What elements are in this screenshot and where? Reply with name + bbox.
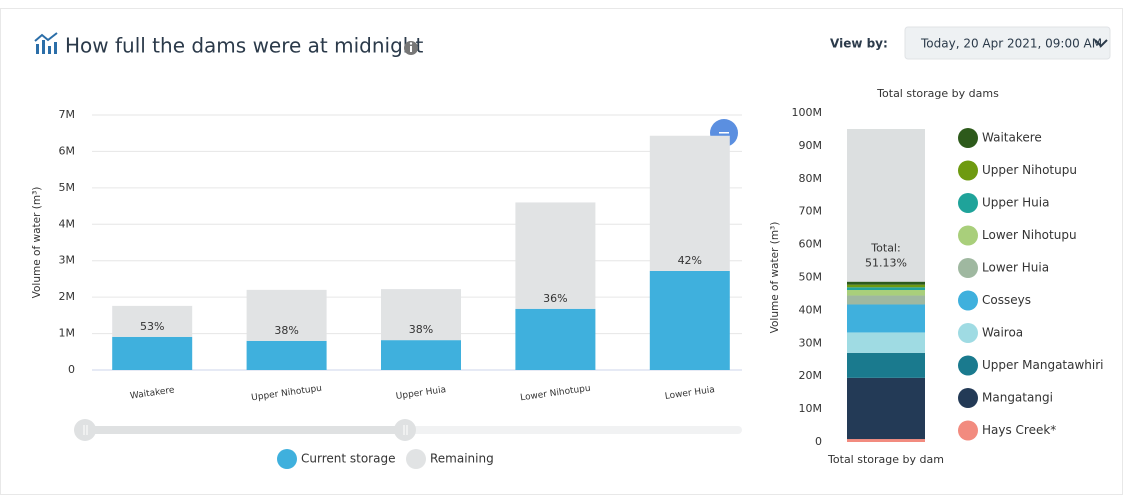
y-tick-label: 7M	[59, 108, 76, 121]
bar-segment	[847, 284, 925, 288]
y-tick-label: 70M	[799, 205, 823, 218]
bar-segment	[847, 332, 925, 353]
y-tick-label: 5M	[59, 181, 76, 194]
legend-swatch	[406, 449, 426, 469]
legend-swatch	[958, 388, 978, 408]
legend-label: Waitakere	[982, 131, 1042, 145]
bar-label: 36%	[543, 292, 567, 305]
bar-segment	[112, 336, 193, 370]
legend-swatch	[958, 225, 978, 246]
total-label: 51.13%	[865, 257, 907, 270]
bar-segment	[112, 305, 193, 337]
y-tick-label: 10M	[799, 402, 823, 415]
y-tick-label: 4M	[59, 217, 76, 230]
bar-segment	[847, 352, 925, 378]
y-tick-label: 90M	[799, 139, 823, 152]
bar-segment	[649, 135, 730, 271]
legend-label: Upper Nihotupu	[982, 163, 1077, 177]
y-tick-label: 0	[68, 363, 75, 376]
legend-label: Lower Huia	[982, 261, 1049, 275]
legend-swatch	[958, 420, 978, 441]
legend-label: Current storage	[301, 452, 395, 466]
bar-segment	[847, 287, 925, 291]
bar-segment	[847, 290, 925, 296]
bar-label: 38%	[409, 323, 433, 336]
y-tick-label: 30M	[799, 336, 823, 349]
legend-label: Hays Creek*	[982, 423, 1056, 437]
bar-segment	[515, 202, 596, 309]
page-title: How full the dams were at midnight	[65, 34, 423, 58]
legend-label: Upper Huia	[982, 196, 1049, 210]
legend-label: Remaining	[430, 452, 494, 466]
legend-swatch	[958, 258, 978, 278]
y-tick-label: 60M	[799, 238, 823, 251]
bar-label: 53%	[140, 320, 164, 333]
legend-label: Lower Nihotupu	[982, 228, 1077, 242]
bar-segment	[847, 295, 925, 305]
bar-segment	[847, 377, 925, 440]
legend-swatch	[958, 355, 978, 376]
legend-swatch	[958, 323, 978, 343]
y-tick-label: 2M	[59, 290, 76, 303]
legend-swatch	[958, 290, 978, 311]
bar-segment	[381, 289, 461, 341]
chart-title: Total storage by dams	[876, 87, 999, 100]
y-tick-label: 20M	[799, 369, 823, 382]
range-slider[interactable]	[74, 419, 742, 441]
y-tick-label: 80M	[799, 172, 823, 185]
bar-label: 38%	[274, 324, 298, 337]
legend-label: Wairoa	[982, 326, 1023, 340]
y-tick-label: 50M	[799, 271, 823, 284]
info-icon[interactable]	[404, 41, 418, 55]
legend-label: Cosseys	[982, 293, 1031, 307]
y-tick-label: 40M	[799, 303, 823, 316]
bar-segment	[649, 270, 730, 370]
total-label: Total:	[870, 242, 900, 255]
legend-swatch	[958, 128, 978, 148]
legend-swatch	[958, 193, 978, 213]
y-axis-label: Volume of water (m³)	[769, 222, 781, 334]
bar-segment	[246, 289, 327, 341]
bar-segment	[246, 340, 327, 370]
y-tick-label: 100M	[792, 106, 823, 119]
x-axis-label: Total storage by dam	[827, 453, 944, 466]
chart-icon	[34, 32, 58, 54]
legend-label: Mangatangi	[982, 391, 1053, 405]
y-tick-label: 1M	[59, 327, 76, 340]
view-by-label: View by:	[830, 37, 888, 51]
legend-swatch	[277, 449, 297, 469]
legend-swatch	[958, 160, 978, 181]
y-tick-label: 6M	[59, 144, 76, 157]
y-tick-label: 0	[815, 435, 822, 448]
bar-segment	[381, 340, 461, 370]
y-tick-label: 3M	[59, 254, 76, 267]
bar-segment	[847, 304, 925, 333]
dropdown-value: Today, 20 Apr 2021, 09:00 AM	[920, 37, 1102, 51]
view-by-dropdown[interactable]: Today, 20 Apr 2021, 09:00 AM	[904, 26, 1111, 60]
bar-segment	[515, 308, 596, 370]
bar-segment	[847, 439, 925, 442]
bar-segment	[847, 129, 925, 282]
y-axis-label: Volume of water (m³)	[31, 187, 43, 299]
bar-segment	[847, 281, 925, 285]
bar-label: 42%	[678, 254, 702, 267]
legend-label: Upper Mangatawhiri	[982, 358, 1104, 372]
